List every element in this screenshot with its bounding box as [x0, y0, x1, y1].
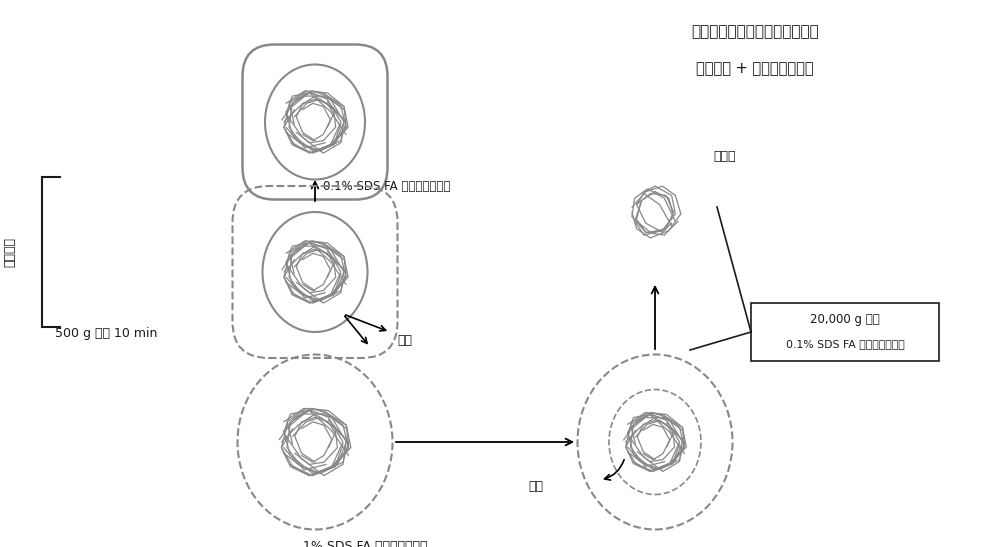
Text: （细胞膜 + 核膜穿孔裂解）: （细胞膜 + 核膜穿孔裂解） [696, 61, 814, 77]
Text: 核质: 核质 [528, 480, 543, 493]
Text: 细胞分步裂解纯化高质量染色质: 细胞分步裂解纯化高质量染色质 [691, 25, 819, 39]
Text: 1% SDS FA 细胞裂解缓冲液: 1% SDS FA 细胞裂解缓冲液 [303, 540, 427, 547]
Text: 0.1% SDS FA 细胞裂解缓冲液: 0.1% SDS FA 细胞裂解缓冲液 [323, 180, 450, 193]
Text: 重复一次: 重复一次 [3, 237, 16, 267]
Text: 0.1% SDS FA 细胞裂解缓冲液: 0.1% SDS FA 细胞裂解缓冲液 [786, 339, 904, 349]
Text: 20,000 g 离心: 20,000 g 离心 [810, 312, 880, 325]
Text: 胞质: 胞质 [397, 334, 412, 346]
Text: 染色质: 染色质 [713, 150, 736, 164]
Bar [751, 303, 939, 361]
Text: 500 g 离心 10 min: 500 g 离心 10 min [55, 328, 157, 340]
